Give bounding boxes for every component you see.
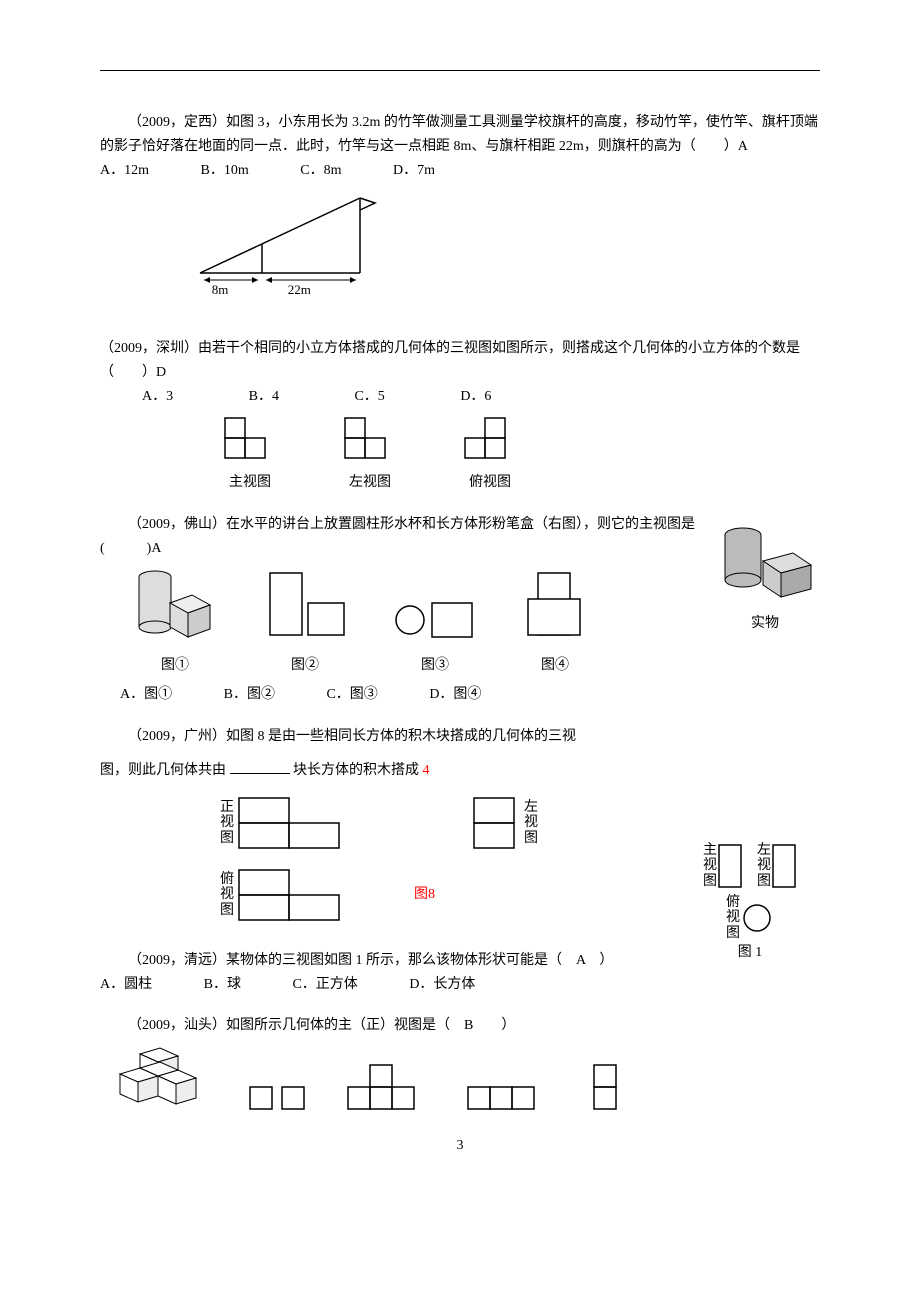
q2-opt-d: D．6 (460, 385, 491, 409)
page: （2009，定西）如图 3，小东用长为 3.2m 的竹竿做测量工具测量学校旗杆的… (0, 0, 920, 1198)
q2-opt-c: C．5 (354, 385, 384, 409)
q4: （2009，广州）如图 8 是由一些相同长方体的积木块搭成的几何体的三视 图，则… (100, 725, 820, 925)
q3-fig1: 图① (130, 565, 220, 678)
q4-text-b: 图，则此几何体共由 (100, 763, 226, 778)
q6-solid (110, 1044, 210, 1114)
q5-options: A．圆柱 B．球 C．正方体 D．长方体 (100, 973, 820, 997)
q5-fig1: 主视图 左视图 俯视图 图 1 (680, 843, 820, 965)
q3-fig4: 图④ (520, 565, 590, 678)
q3-options: A．图① B．图② C．图③ D．图④ (120, 683, 820, 707)
fig1-caption: 图 1 (680, 941, 820, 965)
q6-figures (110, 1044, 820, 1114)
q2-opt-b: B．4 (249, 385, 279, 409)
top-rule (100, 70, 820, 71)
q2-views: 主视图 左视图 俯视图 (220, 413, 820, 496)
q2-text: （2009，深圳）由若干个相同的小立方体搭成的几何体的三视图如图所示，则搭成这个… (100, 337, 820, 385)
q4-left-label: 左视图 (524, 800, 538, 846)
q3-real-label: 实物 (710, 612, 820, 636)
q4-top-view: 俯视图 (220, 865, 354, 925)
q1-dist2: 22m (253, 279, 345, 301)
q3-figures: 图① 图② 图③ (130, 565, 698, 678)
q6-text: （2009，汕头）如图所示几何体的主（正）视图是（ B ） (100, 1014, 820, 1038)
q4-answer: 4 (423, 763, 430, 778)
q3-opt-a: A．图① (120, 683, 172, 707)
q2-left-label: 左视图 (340, 471, 400, 495)
q2-opt-a: A．3 (142, 385, 173, 409)
q3-real-object: 实物 (710, 513, 820, 636)
q1-opt-a: A．12m (100, 159, 149, 183)
q6-opt-a (240, 1059, 310, 1114)
q5-opt-d: D．长方体 (409, 973, 475, 997)
q4-front-label: 正视图 (220, 800, 234, 846)
q1-options: A．12m B．10m C．8m D．7m (100, 159, 820, 183)
q5-opt-c: C．正方体 (292, 973, 357, 997)
q1-opt-d: D．7m (393, 159, 435, 183)
q6-opt-d (580, 1059, 635, 1114)
q3-fig3: 图③ (390, 585, 480, 678)
q3-fig2: 图② (260, 565, 350, 678)
q2-front-label: 主视图 (220, 471, 280, 495)
fig1-front-label: 主视图 (703, 843, 717, 889)
q4-front-view: 正视图 (220, 793, 354, 853)
q1-figure: 8m 22m (190, 188, 820, 319)
q2-left-view: 左视图 (340, 413, 400, 496)
q1: （2009，定西）如图 3，小东用长为 3.2m 的竹竿做测量工具测量学校旗杆的… (100, 111, 820, 319)
q4-fig8-label: 图8 (414, 883, 435, 907)
q4-text-c: 块长方体的积木搭成 (293, 763, 419, 778)
q4-top-label: 俯视图 (220, 872, 234, 918)
q5-opt-b: B．球 (204, 973, 241, 997)
fig1-top-label: 俯视图 (726, 895, 740, 941)
q2-front-view: 主视图 (220, 413, 280, 496)
q2-top-view: 俯视图 (460, 413, 520, 496)
q3-fig3-label: 图③ (390, 654, 480, 678)
q6-opt-b (340, 1059, 430, 1114)
q3-opt-d: D．图④ (429, 683, 481, 707)
q1-text: （2009，定西）如图 3，小东用长为 3.2m 的竹竿做测量工具测量学校旗杆的… (100, 111, 820, 159)
q2-options: A．3 B．4 C．5 D．6 (142, 385, 820, 409)
q1-opt-b: B．10m (201, 159, 249, 183)
q6: （2009，汕头）如图所示几何体的主（正）视图是（ B ） (100, 1014, 820, 1114)
q2-top-label: 俯视图 (460, 471, 520, 495)
q3-fig4-label: 图④ (520, 654, 590, 678)
q1-dist1: 8m (190, 279, 250, 301)
q3-opt-b: B．图② (224, 683, 275, 707)
q1-opt-c: C．8m (300, 159, 341, 183)
q3-fig1-label: 图① (130, 654, 220, 678)
q5-opt-a: A．圆柱 (100, 973, 152, 997)
q3-opt-c: C．图③ (326, 683, 377, 707)
q4-blank (230, 759, 290, 774)
q3-fig2-label: 图② (260, 654, 350, 678)
q4-views-row2: 俯视图 图8 (220, 865, 680, 925)
q4-text-a: （2009，广州）如图 8 是由一些相同长方体的积木块搭成的几何体的三视 (100, 725, 820, 749)
q6-opt-c (460, 1059, 550, 1114)
q2: （2009，深圳）由若干个相同的小立方体搭成的几何体的三视图如图所示，则搭成这个… (100, 337, 820, 495)
page-number: 3 (100, 1134, 820, 1158)
fig1-left-label: 左视图 (757, 843, 771, 889)
q4-left-view: 左视图 (444, 793, 538, 853)
